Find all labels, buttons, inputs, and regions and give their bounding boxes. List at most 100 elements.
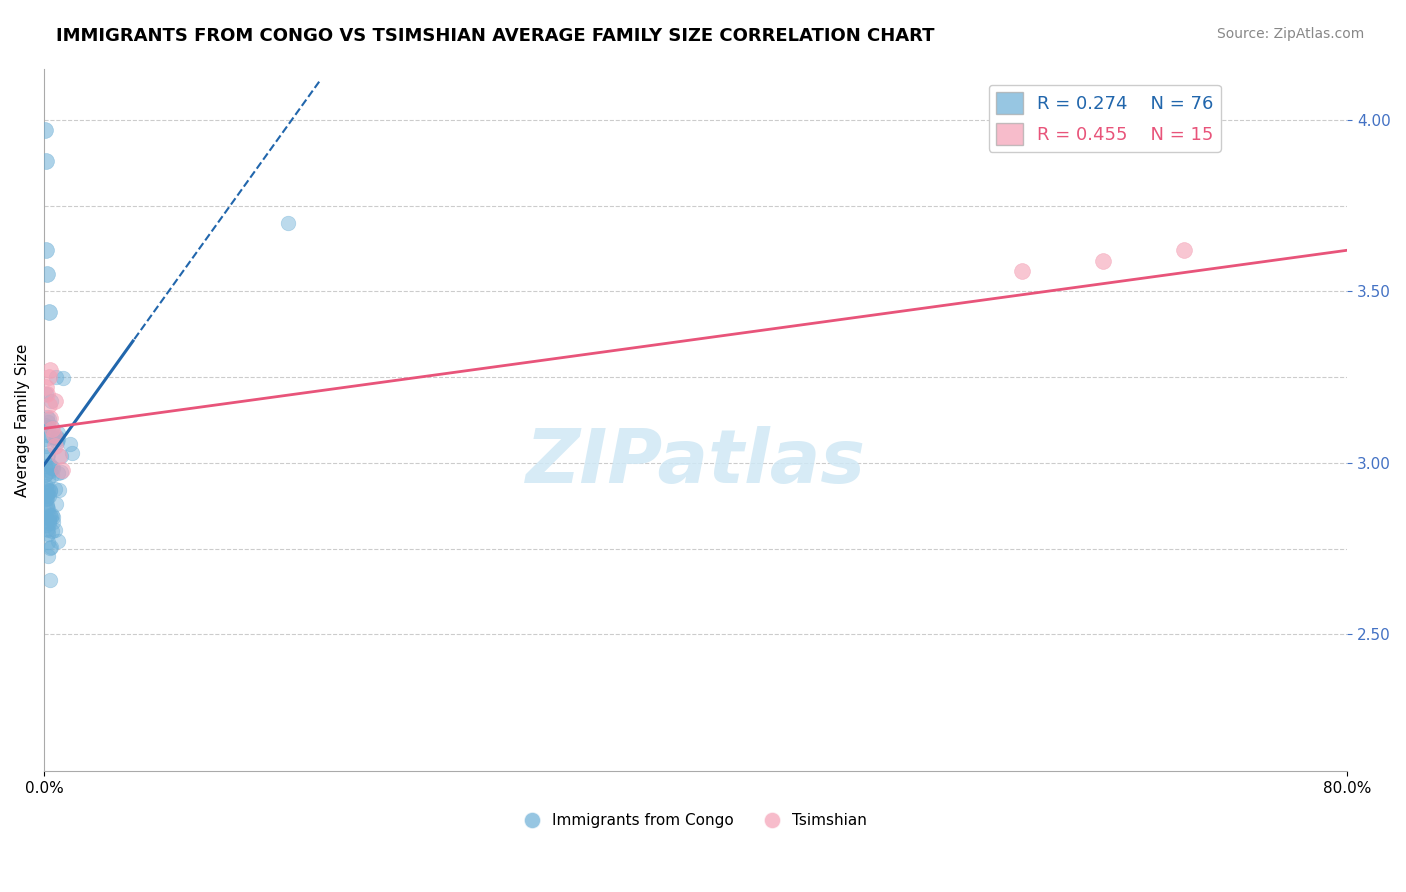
Point [37, 549, 59, 563]
Point [34, 123, 56, 137]
Point [38, 489, 60, 503]
Point [49, 466, 72, 480]
Point [35, 501, 58, 516]
Point [35, 439, 58, 453]
Point [41, 430, 63, 444]
Point [34, 467, 56, 482]
Point [35, 491, 58, 506]
Point [48, 483, 70, 498]
Point [34, 482, 56, 496]
Point [41, 508, 63, 522]
Point [45, 370, 67, 384]
Point [44, 394, 66, 409]
Point [38, 516, 60, 530]
Point [35, 467, 58, 482]
Point [37, 387, 59, 401]
Point [41, 419, 63, 434]
Point [277, 216, 299, 230]
Point [37, 428, 59, 442]
Point [35, 498, 58, 512]
Point [1173, 244, 1195, 258]
Point [37, 483, 59, 497]
Y-axis label: Average Family Size: Average Family Size [15, 343, 30, 497]
Point [37, 267, 59, 281]
Point [46, 433, 69, 447]
Point [37, 522, 59, 536]
Point [39, 541, 62, 555]
Point [59, 437, 82, 451]
Point [35, 479, 58, 493]
Point [39, 574, 62, 588]
Point [39, 510, 62, 524]
Point [41, 394, 63, 409]
Point [1091, 253, 1114, 268]
Point [39, 411, 62, 425]
Point [41, 467, 63, 482]
Point [37, 488, 59, 502]
Point [38, 514, 60, 528]
Point [48, 425, 70, 440]
Point [51, 463, 73, 477]
Point [44, 483, 66, 497]
Point [46, 466, 69, 480]
Point [38, 464, 60, 478]
Point [37, 450, 59, 465]
Point [41, 421, 63, 435]
Point [35, 387, 58, 401]
Point [37, 501, 59, 516]
Point [34, 154, 56, 169]
Point [39, 483, 62, 498]
Point [39, 540, 62, 554]
Point [46, 534, 69, 549]
Point [37, 535, 59, 549]
Point [45, 435, 67, 450]
Point [34, 492, 56, 507]
Point [39, 458, 62, 472]
Point [48, 449, 70, 463]
Point [38, 510, 60, 524]
Point [38, 412, 60, 426]
Point [37, 415, 59, 429]
Point [35, 510, 58, 524]
Point [45, 497, 67, 511]
Point [37, 523, 59, 537]
Point [38, 370, 60, 384]
Point [44, 439, 66, 453]
Point [45, 431, 67, 445]
Point [37, 526, 59, 541]
Point [35, 500, 58, 514]
Point [34, 459, 56, 474]
Point [52, 370, 75, 384]
Point [37, 409, 59, 424]
Point [37, 449, 59, 463]
Point [38, 483, 60, 498]
Point [39, 363, 62, 377]
Point [60, 446, 83, 460]
Text: Source: ZipAtlas.com: Source: ZipAtlas.com [1216, 27, 1364, 41]
Point [37, 419, 59, 434]
Text: IMMIGRANTS FROM CONGO VS TSIMSHIAN AVERAGE FAMILY SIZE CORRELATION CHART: IMMIGRANTS FROM CONGO VS TSIMSHIAN AVERA… [56, 27, 935, 45]
Point [44, 523, 66, 537]
Point [1011, 264, 1033, 278]
Point [42, 428, 65, 442]
Point [39, 508, 62, 523]
Point [51, 449, 73, 463]
Point [46, 430, 69, 444]
Legend: Immigrants from Congo, Tsimshian: Immigrants from Congo, Tsimshian [519, 806, 873, 834]
Point [41, 524, 63, 538]
Point [41, 510, 63, 524]
Point [42, 460, 65, 475]
Point [35, 244, 58, 258]
Text: ZIPatlas: ZIPatlas [526, 425, 866, 499]
Point [34, 517, 56, 532]
Point [38, 305, 60, 319]
Point [35, 486, 58, 500]
Point [34, 380, 56, 394]
Point [34, 490, 56, 504]
Point [38, 458, 60, 473]
Point [37, 472, 59, 486]
Point [42, 515, 65, 529]
Point [38, 397, 60, 411]
Point [34, 432, 56, 446]
Point [41, 461, 63, 475]
